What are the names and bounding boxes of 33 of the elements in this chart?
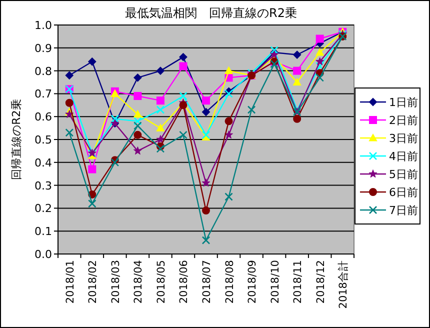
x-tick-label: 2018/09 xyxy=(246,260,259,304)
legend-label: 7日前 xyxy=(389,204,418,217)
x-tick-label: 2018/01 xyxy=(64,260,76,304)
y-tick-label: 1.0 xyxy=(34,19,52,32)
y-tick-label: 0.5 xyxy=(34,134,52,146)
x-tick-label: 2018/02 xyxy=(87,260,100,304)
x-tick-label: 2018合計 xyxy=(336,260,350,309)
legend-label: 1日前 xyxy=(389,96,418,109)
x-tick-label: 2018/03 xyxy=(110,260,122,304)
y-axis-title: 回帰直線のR2乗 xyxy=(10,99,23,180)
y-tick-label: 0.6 xyxy=(34,110,52,124)
y-tick-label: 0.3 xyxy=(34,179,52,192)
legend-label: 4日前 xyxy=(389,150,418,163)
legend-label: 5日前 xyxy=(389,168,418,181)
legend-label: 3日前 xyxy=(389,132,418,145)
x-tick-label: 2018/07 xyxy=(201,260,213,304)
y-tick-label: 0.9 xyxy=(34,42,52,55)
x-tick-label: 2018/05 xyxy=(155,260,168,304)
x-tick-label: 2018/12 xyxy=(314,260,327,304)
x-tick-label: 2018/06 xyxy=(178,260,190,304)
x-tick-label: 2018/11 xyxy=(292,260,304,304)
legend-label: 6日前 xyxy=(389,186,418,199)
y-tick-label: 0.4 xyxy=(34,156,52,170)
chart-title: 最低気温相関 回帰直線のR2乗 xyxy=(125,6,297,20)
y-tick-label: 0.2 xyxy=(34,202,52,216)
y-tick-label: 0.7 xyxy=(34,88,52,101)
y-tick-label: 0.8 xyxy=(34,64,52,78)
y-tick-label: 0.0 xyxy=(34,248,52,261)
legend-label: 2日前 xyxy=(389,114,418,127)
x-tick-label: 2018/08 xyxy=(224,260,236,304)
y-tick-label: 0.1 xyxy=(34,225,52,238)
x-tick-label: 2018/04 xyxy=(132,260,145,304)
x-tick-label: 2018/10 xyxy=(269,260,282,304)
